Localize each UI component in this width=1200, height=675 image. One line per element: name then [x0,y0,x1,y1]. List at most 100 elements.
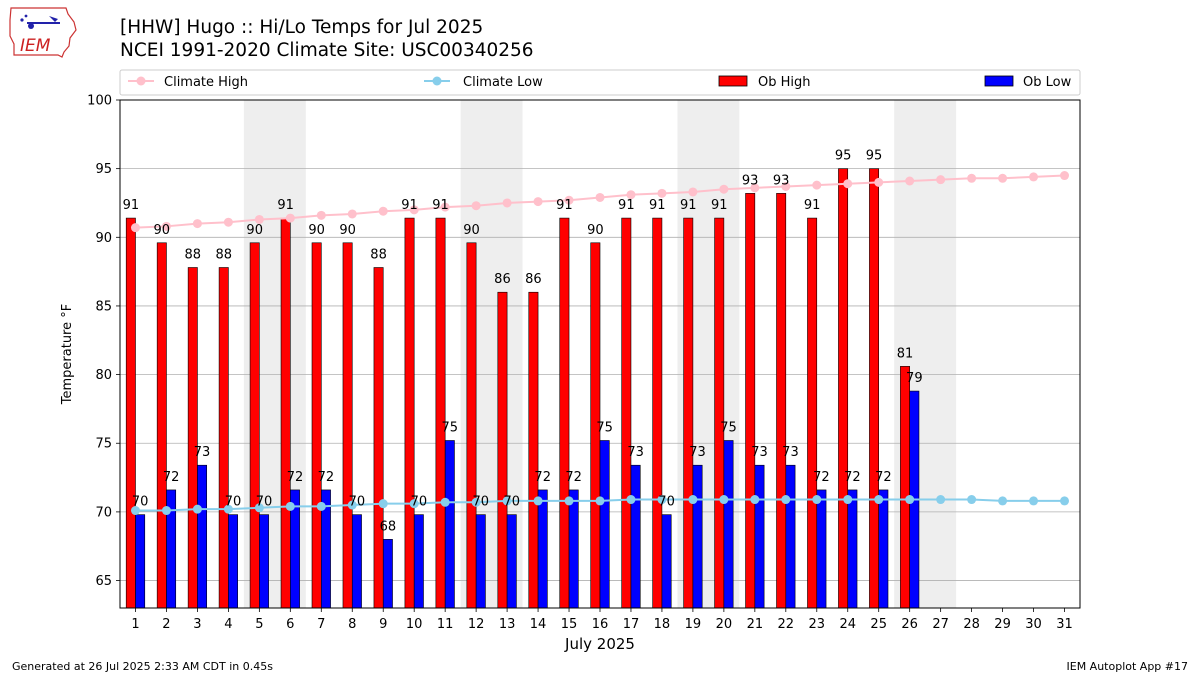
ob-high-value-label: 88 [370,248,387,263]
ob-high-bar [652,217,663,609]
ob-low-value-label: 72 [287,470,304,485]
x-tick-label: 14 [530,617,547,632]
ob-high-bar [683,217,694,609]
y-tick-label: 80 [95,368,112,383]
climate-low-point [719,495,729,505]
ob-high-value-label: 90 [308,223,325,238]
climate-low-point [161,506,171,516]
x-tick-label: 16 [592,617,609,632]
x-tick-label: 23 [809,617,826,632]
climate-high-point [936,175,946,185]
climate-low-point [254,503,264,513]
x-axis-label: July 2025 [564,635,635,653]
climate-low-point [378,499,388,509]
climate-low-point [502,496,512,506]
legend-climate-high-marker [136,76,146,86]
climate-high-point [1060,171,1070,181]
x-tick-label: 8 [348,617,356,632]
ob-high-bar [466,242,477,609]
climate-low-point [1029,496,1039,506]
climate-low-point [688,495,698,505]
climate-high-point [874,177,884,187]
x-tick-label: 11 [437,617,454,632]
legend-climate-low: Climate Low [424,75,543,90]
ob-high-value-label: 91 [556,198,573,213]
climate-low-point [223,504,233,514]
x-tick-label: 31 [1056,617,1073,632]
ob-low-value-label: 72 [318,470,335,485]
ob-low-value-label: 70 [225,495,242,510]
x-tick-label: 27 [932,617,949,632]
climate-high-point [502,198,512,208]
y-tick-label: 95 [95,162,112,177]
climate-high-point [967,173,977,183]
x-tick-label: 30 [1025,617,1042,632]
x-tick-label: 5 [255,617,263,632]
legend-climate-high: Climate High [128,75,248,90]
ob-high-bar [497,291,508,609]
x-tick-label: 24 [839,617,856,632]
legend-ob-low-swatch [984,75,1014,87]
ob-high-value-label: 86 [525,272,542,287]
climate-high-point [285,213,295,223]
y-tick-label: 65 [95,574,112,589]
ob-high-value-label: 93 [773,173,790,188]
ob-low-value-label: 72 [534,470,551,485]
climate-high-point [657,188,667,198]
ob-low-value-label: 73 [194,445,211,460]
ob-low-value-label: 70 [411,495,428,510]
climate-high-point [440,202,450,212]
ob-low-value-label: 70 [349,495,366,510]
ob-high-bar [776,193,787,609]
x-tick-label: 6 [286,617,294,632]
ob-low-bar [259,514,269,609]
ob-high-bar [311,242,322,609]
x-tick-label: 2 [162,617,170,632]
climate-low-point [812,495,822,505]
climate-low-point [440,497,450,507]
ob-low-bar [723,440,734,609]
ob-high-bar [714,217,725,609]
ob-low-bar [135,514,146,609]
ob-high-bar [435,217,446,609]
x-tick-label: 10 [406,617,423,632]
y-tick-label: 85 [95,299,112,314]
ob-high-value-label: 95 [835,149,852,164]
climate-low-point [564,496,574,506]
x-tick-label: 20 [716,617,733,632]
legend: Climate High Climate Low Ob High Ob Low [119,69,1081,96]
ob-high-value-label: 91 [123,198,140,213]
climate-high-point [161,221,171,231]
ob-low-bar [785,464,796,609]
climate-high-point [1029,172,1039,182]
x-tick-label: 17 [623,617,640,632]
ob-low-value-label: 70 [256,495,273,510]
ob-low-value-label: 73 [627,445,644,460]
ob-low-value-label: 73 [782,445,799,460]
climate-high-point [998,173,1008,183]
ob-high-value-label: 91 [711,198,728,213]
ob-high-value-label: 91 [401,198,418,213]
x-tick-label: 1 [131,617,139,632]
climate-high-point [688,187,698,197]
x-tick-label: 15 [561,617,578,632]
climate-high-point [533,197,543,207]
x-tick-label: 21 [747,617,764,632]
climate-high-point [471,201,481,211]
ob-low-value-label: 68 [380,519,397,534]
ob-high-bar [342,242,353,609]
ob-high-value-label: 91 [804,198,821,213]
ob-low-bar [197,464,208,609]
ob-low-value-label: 75 [596,420,613,435]
climate-high-point [316,210,326,220]
ob-high-value-label: 88 [185,248,202,263]
ob-low-bar [754,464,765,609]
x-tick-label: 7 [317,617,325,632]
ob-high-value-label: 90 [154,223,171,238]
ob-high-value-label: 95 [866,149,883,164]
ob-high-bar [838,168,849,609]
climate-low-point [626,495,636,505]
ob-high-value-label: 91 [649,198,666,213]
ob-high-value-label: 90 [246,223,263,238]
